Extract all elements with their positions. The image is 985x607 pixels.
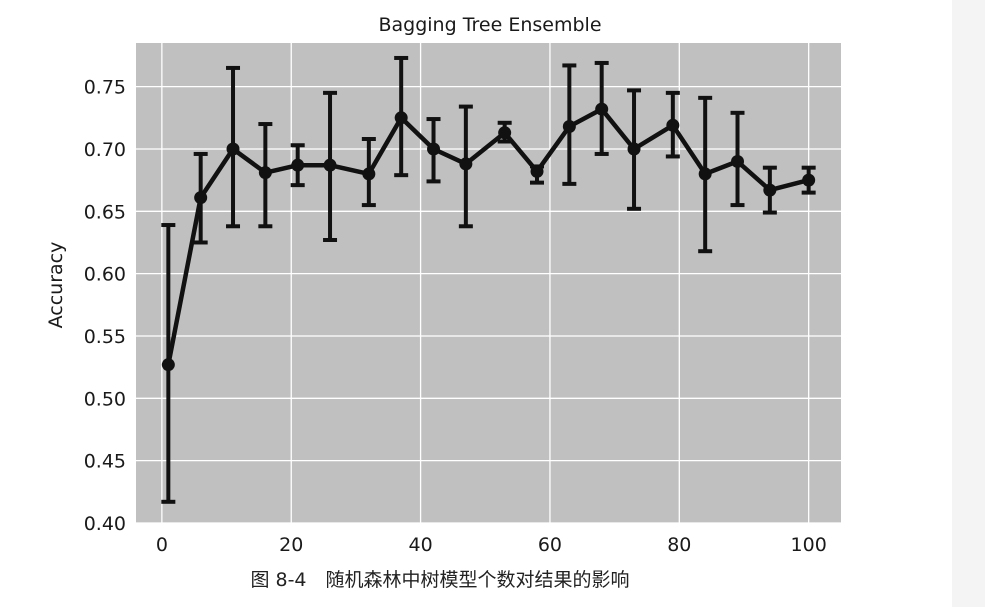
data-point	[498, 126, 512, 140]
y-tick-label: 0.60	[84, 264, 126, 286]
data-point	[394, 111, 408, 125]
x-tick-label: 60	[538, 534, 562, 556]
data-point	[562, 120, 576, 134]
page-edge-strip	[952, 0, 985, 607]
chart-svg: Bagging Tree Ensemble 0 20 40 60 80 100 0.40 0.…	[45, 14, 841, 556]
y-axis-label: Accuracy	[45, 242, 67, 329]
y-tick-label: 0.40	[84, 513, 126, 535]
x-tick-label: 100	[791, 534, 827, 556]
y-tick-label: 0.45	[84, 451, 126, 473]
data-point	[291, 158, 305, 172]
y-tick-label: 0.70	[84, 139, 126, 161]
data-point	[258, 166, 272, 180]
y-tick-label: 0.65	[84, 201, 126, 223]
y-tick-label: 0.50	[84, 388, 126, 410]
data-point	[698, 167, 712, 181]
chart-title: Bagging Tree Ensemble	[378, 14, 601, 36]
data-point	[161, 358, 175, 372]
data-point	[362, 167, 376, 181]
data-point	[226, 142, 240, 156]
x-tick-label: 0	[156, 534, 168, 556]
data-point	[194, 191, 208, 205]
data-point	[530, 164, 544, 178]
x-tick-label: 40	[408, 534, 432, 556]
y-tick-label: 0.75	[84, 77, 126, 99]
data-point	[802, 173, 816, 187]
data-point	[627, 142, 641, 156]
data-points	[161, 102, 816, 372]
tick-labels: 0 20 40 60 80 100 0.40 0.45 0.50 0.55 0.60 0.65 0.70…	[84, 77, 827, 556]
data-point	[595, 102, 609, 116]
data-point	[666, 118, 680, 132]
data-point	[763, 183, 777, 197]
x-tick-label: 80	[667, 534, 691, 556]
x-tick-label: 20	[279, 534, 303, 556]
plot-area	[136, 43, 841, 523]
figure-caption: 图 8-4 随机森林中树模型个数对结果的影响	[250, 569, 630, 591]
data-point	[731, 154, 745, 168]
data-point	[323, 158, 337, 172]
data-point	[459, 157, 473, 171]
chart: Bagging Tree Ensemble 0 20 40 60 80 100 0.40 0.…	[45, 14, 841, 556]
grid-lines	[136, 43, 841, 524]
data-point	[427, 142, 441, 156]
y-tick-label: 0.55	[84, 326, 126, 348]
